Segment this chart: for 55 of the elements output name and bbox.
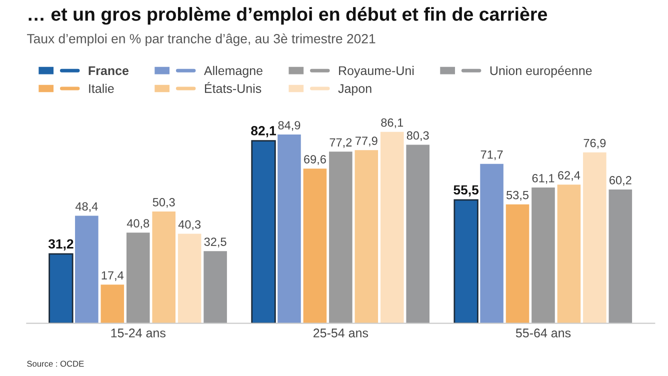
bar: [278, 134, 301, 324]
bar: [303, 168, 327, 324]
bar: [100, 284, 124, 324]
data-label: 53,5: [506, 190, 529, 201]
data-label: 76,9: [584, 138, 606, 149]
data-label: 40,3: [178, 220, 201, 230]
source-note: Source : OCDE: [27, 360, 84, 367]
data-label: 61,1: [532, 174, 554, 184]
data-label: 77,2: [330, 138, 352, 148]
data-label: 80,3: [406, 131, 429, 142]
bar: [251, 140, 276, 324]
data-label: 55,5: [454, 185, 479, 196]
data-label: 82,1: [251, 126, 276, 138]
data-label: 32,5: [204, 238, 226, 248]
legend-label: France: [88, 66, 129, 76]
bar: [380, 132, 404, 324]
data-label: 31,2: [48, 239, 74, 250]
legend-label: Italie: [89, 84, 114, 93]
data-label: 40,8: [126, 219, 150, 229]
bar: [75, 216, 98, 324]
data-label: 48,4: [75, 202, 98, 212]
data-label: 62,4: [558, 171, 580, 181]
data-label: 60,2: [610, 176, 632, 186]
bar: [48, 253, 74, 324]
legend-label: États-Unis: [204, 82, 262, 93]
legend-label: Japon: [338, 84, 372, 96]
bar: [608, 189, 632, 324]
data-label: 50,3: [152, 198, 175, 208]
bar: [152, 211, 176, 324]
bar: [354, 150, 378, 324]
data-label: 86,1: [381, 118, 404, 128]
x-tick-label: 25-54 ans: [314, 328, 368, 338]
bar: [532, 187, 555, 324]
legend-label: Allemagne: [204, 66, 262, 78]
bar: [204, 251, 227, 324]
legend-label: Union européenne: [490, 66, 592, 78]
bar: [480, 164, 504, 324]
legend-label: Royaume-Uni: [339, 66, 414, 78]
x-tick-label: 15-24 ans: [111, 328, 166, 338]
data-label: 84,9: [278, 121, 300, 131]
bar: [126, 232, 150, 324]
bar: [454, 199, 478, 324]
data-label: 69,6: [304, 155, 326, 165]
data-label: 17,4: [102, 271, 124, 281]
bar: [406, 144, 430, 324]
bar: [583, 152, 606, 324]
chart-subtitle: Taux d’emploi en % par tranche d’âge, au 3è trimestre 2021: [27, 34, 376, 46]
bar: [329, 152, 352, 324]
data-label: 77,9: [356, 136, 378, 146]
chart-title: … et un gros problème d’emploi en début et fin de carrière: [28, 6, 548, 25]
data-label: 71,7: [480, 150, 503, 160]
bar: [178, 234, 202, 324]
bar: [557, 184, 581, 324]
x-tick-label: 55-64 ans: [516, 328, 571, 338]
bar: [506, 204, 530, 324]
